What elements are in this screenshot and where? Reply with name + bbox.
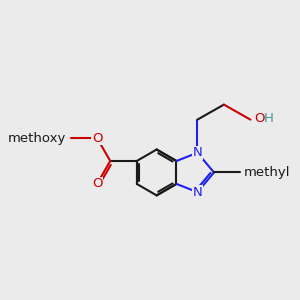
- Text: N: N: [193, 146, 202, 159]
- Text: N: N: [193, 186, 202, 199]
- Text: O: O: [92, 131, 102, 145]
- Text: O: O: [92, 177, 102, 190]
- Text: O: O: [254, 112, 265, 125]
- Text: methoxy: methoxy: [8, 131, 67, 145]
- Text: H: H: [264, 112, 274, 125]
- Text: methyl: methyl: [244, 166, 290, 179]
